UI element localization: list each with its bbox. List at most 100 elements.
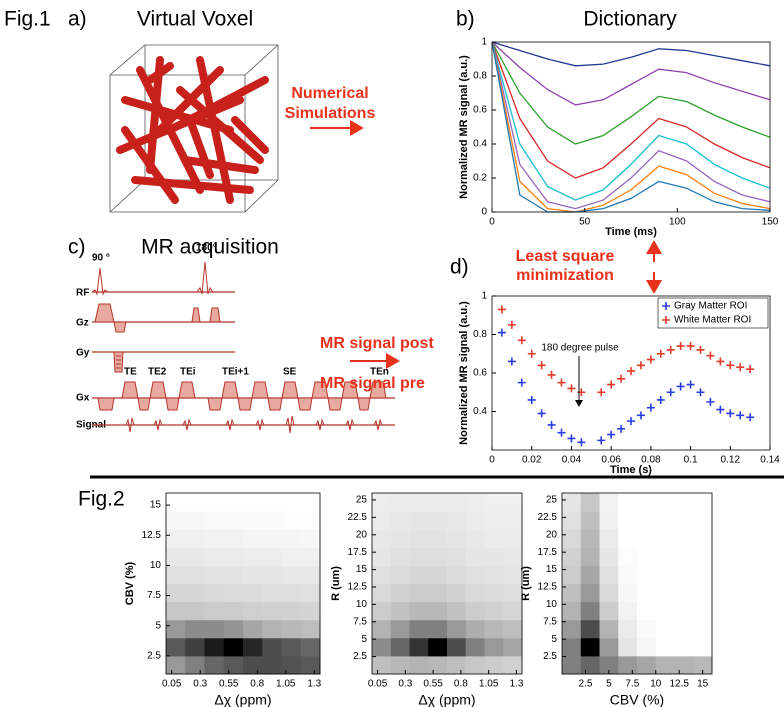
point	[726, 361, 734, 369]
y-tick-label: 10	[356, 599, 368, 610]
heat-cell	[600, 547, 619, 566]
heat-cell	[466, 620, 485, 639]
heat-cell	[600, 511, 619, 530]
heat-cell	[503, 511, 522, 530]
heat-cell	[224, 493, 244, 512]
point	[697, 388, 705, 396]
heat-cell	[205, 620, 225, 639]
heat-cell	[693, 547, 712, 566]
x-tick-label: 15	[697, 679, 709, 690]
heat-cell	[581, 602, 600, 621]
heat-cell	[185, 584, 205, 603]
point	[657, 396, 665, 404]
heat-cell	[675, 656, 694, 675]
heat-cell	[618, 547, 637, 566]
point	[627, 417, 635, 425]
pulse-label: 180°	[196, 243, 217, 254]
heat-cell	[185, 493, 205, 512]
heat-cell	[562, 547, 581, 566]
heat-cell	[391, 620, 410, 639]
heat-cell	[485, 529, 504, 548]
heat-cell	[185, 620, 205, 639]
heat-cell	[675, 547, 694, 566]
y-tick-label: 15	[546, 564, 558, 575]
heat-cell	[301, 584, 321, 603]
y-tick-label: 0.6	[473, 368, 487, 379]
heat-cell	[618, 656, 637, 675]
voxel	[110, 45, 278, 212]
heat-cell	[600, 638, 619, 657]
arrow-label: Least square	[516, 248, 615, 265]
point	[726, 409, 734, 417]
y-tick-label: 25	[356, 495, 368, 506]
x-tick-label: 1.3	[307, 679, 321, 690]
heat-cell	[185, 602, 205, 621]
heat-cell	[600, 584, 619, 603]
y-tick-label: 7.5	[543, 616, 557, 627]
heat-cell	[562, 656, 581, 675]
heat-cell	[485, 511, 504, 530]
heat-cell	[205, 656, 225, 675]
x-axis-label: Δχ (ppm)	[418, 692, 475, 707]
heat-cell	[185, 656, 205, 675]
heat-cell	[243, 638, 263, 657]
y-axis-label: Normalized MR signal (a.u.)	[458, 301, 470, 445]
heat-cell	[410, 656, 429, 675]
heat-cell	[282, 656, 302, 675]
heat-cell	[166, 529, 186, 548]
x-tick-label: 0.8	[454, 679, 468, 690]
x-tick-label: 0.3	[398, 679, 412, 690]
heat-cell	[301, 547, 321, 566]
x-tick-label: 0.1	[684, 455, 698, 466]
heat-cell	[410, 493, 429, 512]
heat-cell	[581, 493, 600, 512]
heat-cell	[185, 511, 205, 530]
y-tick-label: 2.5	[147, 651, 161, 662]
heat-cell	[301, 602, 321, 621]
heat-cell	[185, 565, 205, 584]
heat-cell	[503, 620, 522, 639]
heat-cell	[372, 565, 391, 584]
heat-cell	[243, 602, 263, 621]
heat-cell	[301, 656, 321, 675]
point	[498, 305, 506, 313]
arrow-label: MR signal post	[320, 335, 434, 352]
heat-cell	[166, 638, 186, 657]
point	[518, 379, 526, 387]
point	[607, 431, 615, 439]
y-tick-label: 5	[361, 634, 367, 645]
x-tick-label: 0	[489, 217, 495, 228]
heat-cell	[600, 602, 619, 621]
heat-cell	[205, 493, 225, 512]
point	[558, 379, 566, 387]
heat-cell	[282, 584, 302, 603]
heat-cell	[693, 584, 712, 603]
heat-cell	[485, 493, 504, 512]
heat-cell	[262, 584, 282, 603]
x-axis-label: Δχ (ppm)	[214, 692, 271, 707]
heat-cell	[675, 493, 694, 512]
arrow-label: Simulations	[285, 105, 376, 122]
point	[518, 336, 526, 344]
heat-cell	[562, 493, 581, 512]
heat-cell	[166, 547, 186, 566]
point	[736, 411, 744, 419]
x-tick-label: 0.04	[562, 455, 582, 466]
point	[538, 409, 546, 417]
point	[498, 329, 506, 337]
x-tick-label: 0.55	[423, 679, 443, 690]
heat-cell	[447, 584, 466, 603]
panel-label: d)	[450, 256, 469, 279]
y-tick-label: 7.5	[147, 590, 161, 601]
point	[647, 356, 655, 364]
y-tick-label: 12.5	[142, 530, 162, 541]
heat-cell	[428, 620, 447, 639]
y-tick-label: 5	[551, 634, 557, 645]
y-tick-label: 20	[356, 529, 368, 540]
heat-cell	[618, 493, 637, 512]
x-tick-label: 0.02	[522, 455, 542, 466]
heat-cell	[205, 511, 225, 530]
heat-cell	[262, 620, 282, 639]
point	[548, 371, 556, 379]
arrow-label: MR signal pre	[320, 375, 425, 392]
